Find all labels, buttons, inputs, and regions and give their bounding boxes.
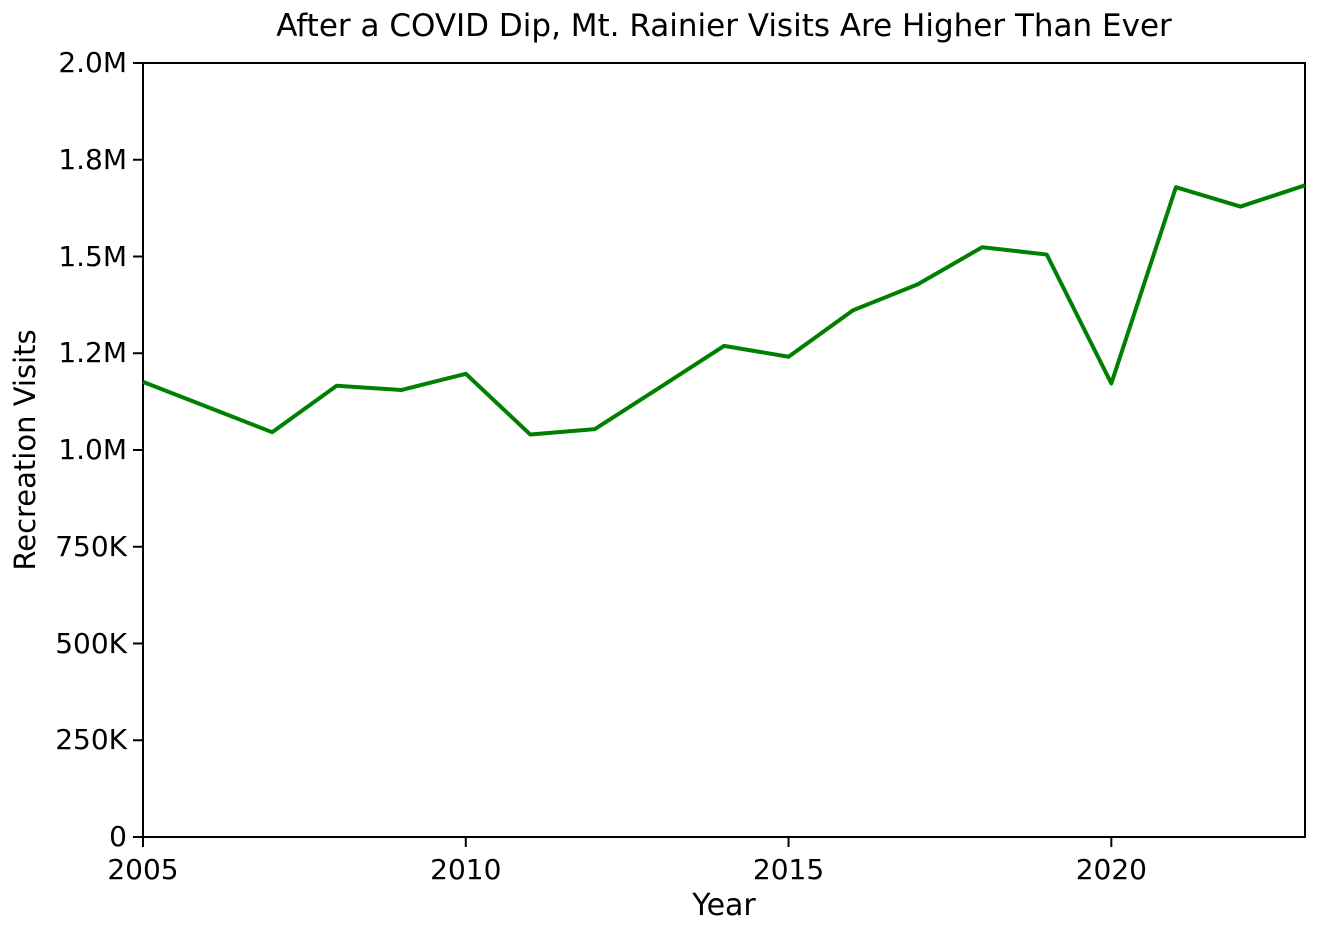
x-tick-label: 2010	[430, 853, 502, 886]
x-axis-label: Year	[692, 888, 756, 923]
y-tick-label: 1.0M	[58, 433, 127, 466]
y-tick-label: 500K	[55, 626, 127, 660]
axes-spines	[142, 62, 1306, 838]
y-tick-label: 2.0M	[58, 46, 127, 79]
x-tick-label: 2015	[752, 853, 825, 886]
y-tick-label: 1.8M	[58, 142, 127, 176]
y-tick-label: 1.5M	[58, 239, 127, 273]
x-tick-label: 2005	[107, 853, 179, 886]
y-tick-label: 0	[109, 820, 127, 853]
y-tick-label: 750K	[55, 529, 127, 563]
y-tick-label: 250K	[55, 723, 127, 757]
visits-line	[142, 183, 1306, 437]
x-tick-label: 2020	[1075, 853, 1147, 886]
y-tick-label: 1.2M	[58, 336, 127, 370]
chart-title: After a COVID Dip, Mt. Rainier Visits Ar…	[276, 8, 1172, 44]
